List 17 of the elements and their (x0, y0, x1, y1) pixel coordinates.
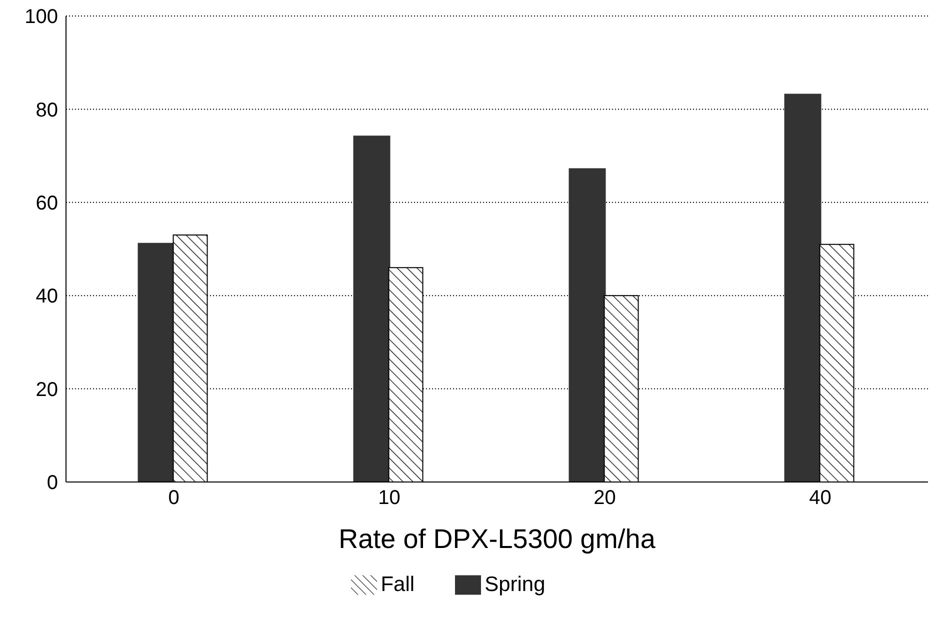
x-tick-label: 0 (168, 487, 180, 510)
bar (568, 168, 606, 482)
legend-label: Spring (484, 572, 546, 596)
y-tick-label: 0 (46, 472, 58, 494)
y-tick-label: 20 (36, 378, 58, 401)
bar (353, 136, 390, 482)
x-axis-title: Rate of DPX-L5300 gm/ha (338, 524, 656, 554)
y-tick-label: 60 (36, 192, 58, 214)
x-tick-label: 40 (809, 487, 832, 510)
y-tick-label: 100 (24, 6, 58, 28)
y-tick-label: 40 (36, 286, 58, 308)
bar (784, 94, 822, 482)
legend-label: Fall (380, 572, 415, 596)
x-tick-label: 10 (378, 487, 400, 510)
y-tick-label: 80 (36, 99, 58, 122)
bar (138, 242, 175, 482)
x-tick-label: 20 (594, 487, 616, 510)
